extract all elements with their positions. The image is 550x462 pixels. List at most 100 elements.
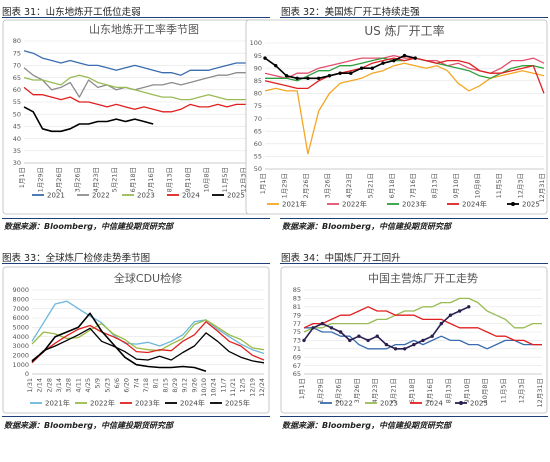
- c33-ytick-label: 6000: [12, 314, 29, 322]
- c34-xtick-label: 5月21日: [390, 378, 398, 403]
- c33-xtick-label: 8/15: [161, 378, 169, 393]
- c31-xtick-label: 5月21日: [110, 167, 118, 192]
- c31-ytick-label: 35: [13, 147, 21, 155]
- c32-xtick-label: 10月8日: [474, 173, 482, 198]
- c34-series-point: [311, 326, 315, 330]
- c34-series-point: [375, 334, 379, 338]
- c34-xtick-label: 2月26日: [335, 378, 343, 403]
- c33-xtick-label: 9/12: [181, 378, 189, 393]
- c34-series-point: [357, 334, 361, 338]
- c32-xtick-label: 5月21日: [366, 173, 374, 198]
- c31-legend-label: 2023: [137, 192, 155, 200]
- c33-xtick-label: 5/23: [103, 378, 111, 393]
- chart-33-panel: 全球CDU检修 0 1000 2000 3000 4000 5000 6000 7000 8000…: [2, 266, 270, 414]
- chart-34-panel: 中国主营炼厂开工走势 65 67 69 71 73 75 77 79 81 83 85 1月1日 1月29…: [280, 266, 548, 414]
- c34-xtick-label: 1月1日: [298, 378, 306, 399]
- c34-series-point: [320, 321, 325, 326]
- c31-series-line: [23, 106, 154, 133]
- c34-xtick-label: 7月16日: [426, 378, 434, 403]
- c32-xtick-label: 2月26日: [302, 173, 310, 198]
- source-33: 数据来源：Bloomberg，中信建投期货研究部: [4, 421, 173, 430]
- c33-ytick-label: 2000: [12, 352, 29, 360]
- c34-legend-label: 2022: [335, 400, 353, 408]
- c33-xtick-label: 12/24: [258, 378, 266, 397]
- c32-ytick-label: 100: [250, 39, 262, 47]
- c31-series-line: [23, 74, 264, 101]
- c33-xtick-label: 1/31: [26, 378, 34, 393]
- c34-xtick-label: 6月18日: [408, 378, 416, 403]
- c34-series-point: [366, 338, 370, 343]
- c34-series-point: [457, 309, 462, 313]
- c33-legend-label: 2024年: [180, 399, 205, 408]
- source-rule-33: [2, 416, 270, 417]
- c32-ytick-label: 70: [254, 115, 262, 123]
- c33-xtick-label: 7/4: [132, 378, 140, 388]
- c33-ytick-label: 0: [25, 370, 29, 378]
- c33-xtick-label: 2/28: [45, 378, 53, 393]
- c32-ytick-label: 65: [254, 127, 262, 135]
- c33-xtick-label: 2/14: [36, 378, 44, 393]
- c31-ytick-label: 65: [13, 74, 21, 82]
- c33-xtick-label: 7/18: [142, 378, 150, 393]
- c32-series-point: [316, 76, 321, 80]
- c31-ytick-label: 70: [13, 62, 21, 70]
- c33-ytick-label: 7000: [12, 305, 29, 313]
- c32-ytick-label: 50: [254, 165, 262, 173]
- caption-chart-33: 图表 33：全球炼厂检修走势季节图: [2, 253, 151, 264]
- c33-xtick-label: 8/1: [152, 378, 160, 388]
- caption-chart-32: 图表 32：美国炼厂开工持续走强: [281, 7, 420, 18]
- c33-legend-label: 2025年: [225, 399, 250, 408]
- c34-series-line: [303, 306, 542, 346]
- c33-ytick-label: 9000: [12, 286, 29, 294]
- c32-legend-label: 2023年: [402, 200, 427, 209]
- c34-ytick-label: 65: [293, 370, 301, 378]
- c32-series-point: [381, 61, 385, 65]
- c32-xtick-label: 12月3日: [517, 173, 525, 198]
- c32-legend-label: 2022年: [342, 200, 367, 209]
- c31-ytick-label: 40: [13, 135, 21, 143]
- c33-legend-label: 2022年: [90, 399, 115, 408]
- source-32: 数据来源：Bloomberg，中信建投期货研究部: [282, 222, 451, 231]
- c34-xtick-label: 12月31日: [536, 378, 544, 408]
- c34-series-point: [329, 326, 334, 330]
- c32-ytick-label: 55: [254, 153, 262, 161]
- c34-ytick-label: 71: [293, 345, 301, 353]
- c33-series-line: [31, 327, 265, 364]
- c32-series-line: [264, 54, 545, 79]
- c33-xtick-label: 6/20: [123, 378, 131, 393]
- c31-xtick-label: 3月26日: [73, 167, 81, 192]
- c34-ytick-label: 81: [293, 303, 301, 311]
- c34-ytick-label: 73: [293, 337, 301, 345]
- c31-xtick-label: 4月23日: [92, 167, 100, 192]
- c33-xtick-label: 3/28: [65, 378, 73, 393]
- c31-legend-label: 2024: [182, 192, 200, 200]
- c34-xtick-label: 8月13日: [444, 378, 452, 403]
- caption-rule-33: [2, 263, 270, 264]
- c33-xtick-label: 6/6: [113, 378, 121, 388]
- c32-series-point: [284, 74, 289, 78]
- c33-xtick-label: 10/10: [200, 378, 208, 397]
- c31-legend-label: 2025: [227, 192, 245, 200]
- c34-ytick-label: 75: [293, 328, 301, 336]
- c31-xtick-label: 10月8日: [203, 167, 211, 192]
- c31-xtick-label: 1月29日: [36, 167, 44, 192]
- c33-xtick-label: 10/24: [210, 378, 218, 397]
- c34-series-point: [393, 347, 398, 351]
- c32-xtick-label: 4月23日: [345, 173, 353, 198]
- c32-legend-label: 2021年: [282, 200, 307, 209]
- c32-legend-label: 2025: [522, 201, 540, 209]
- c34-xtick-label: 1月29日: [316, 378, 324, 403]
- c31-xtick-label: 6月18日: [129, 167, 137, 192]
- c33-xtick-label: 12/5: [239, 378, 247, 393]
- c33-xtick-label: 11/7: [219, 378, 227, 393]
- c32-ytick-label: 90: [254, 64, 262, 72]
- c32-xtick-label: 1月29日: [280, 173, 288, 198]
- c33-ytick-label: 8000: [12, 296, 29, 304]
- c34-series-point: [430, 334, 434, 338]
- chart-32-svg: US 炼厂开工率 50 55 60 65 70 75 80 85 90 95 100 1月1日 1月29日…: [245, 19, 548, 215]
- c34-series-point: [421, 338, 425, 343]
- c32-series-point: [327, 74, 332, 78]
- c33-xtick-label: 8/29: [171, 378, 179, 393]
- c34-ytick-label: 79: [293, 311, 301, 319]
- c34-ytick-label: 69: [293, 353, 301, 361]
